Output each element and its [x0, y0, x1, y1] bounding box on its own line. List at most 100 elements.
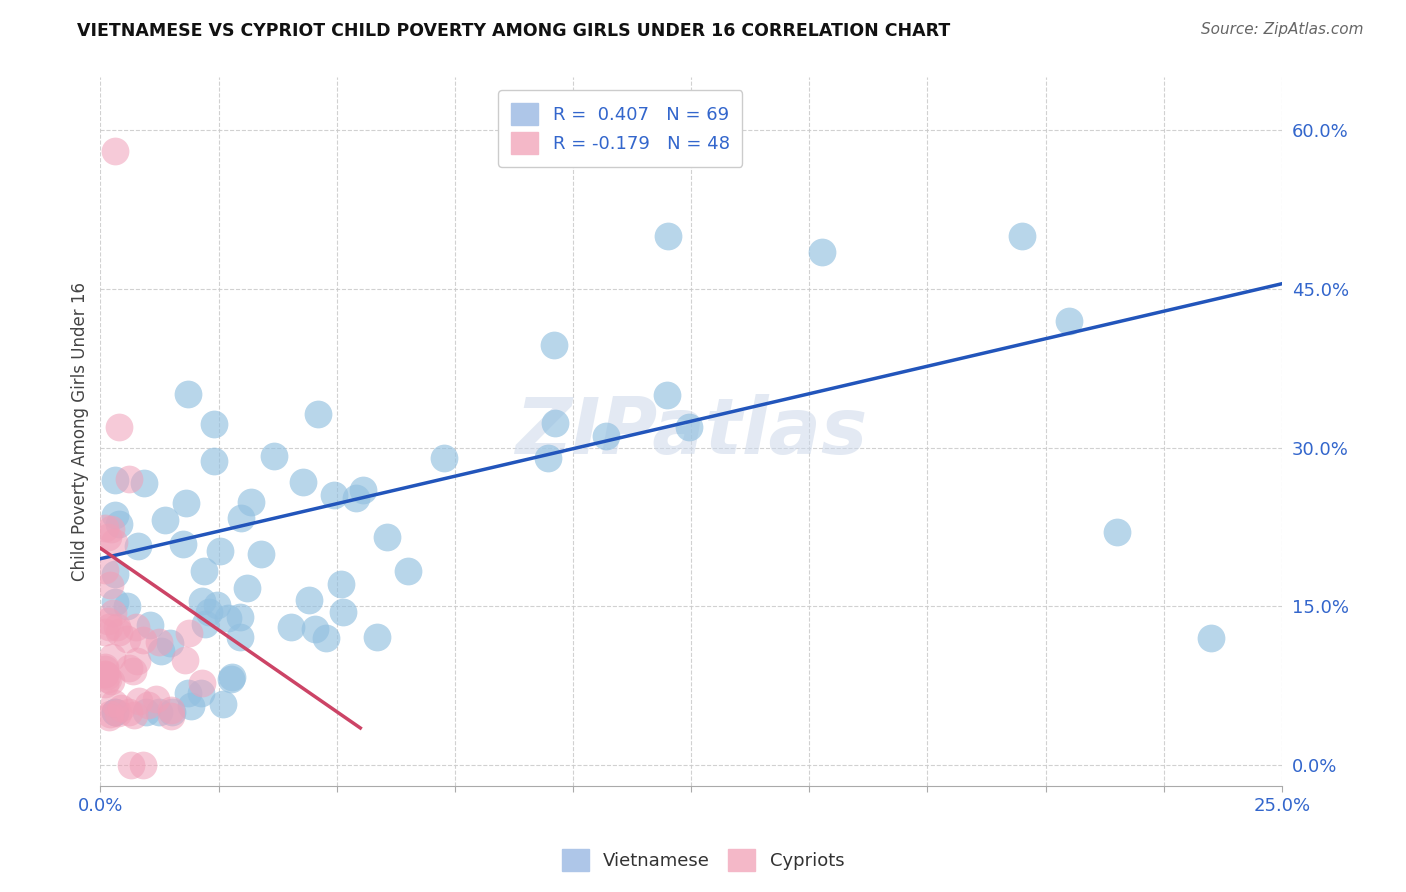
- Point: [160, 703, 183, 717]
- Point: [94, 677, 117, 691]
- Point: [1105, 525, 1128, 540]
- Point: [160, 709, 183, 723]
- Point: [94, 521, 117, 535]
- Point: [657, 229, 679, 244]
- Point: [103, 145, 125, 159]
- Point: [235, 582, 257, 596]
- Point: [177, 625, 200, 640]
- Point: [103, 535, 125, 549]
- Point: [208, 544, 231, 558]
- Point: [120, 758, 142, 772]
- Point: [94, 662, 117, 676]
- Point: [107, 706, 129, 720]
- Point: [173, 653, 195, 667]
- Point: [159, 636, 181, 650]
- Point: [127, 539, 149, 553]
- Point: [101, 650, 124, 665]
- Point: [329, 577, 352, 591]
- Point: [212, 697, 235, 711]
- Point: [103, 508, 125, 522]
- Point: [280, 620, 302, 634]
- Point: [543, 338, 565, 352]
- Point: [221, 670, 243, 684]
- Point: [94, 624, 117, 639]
- Point: [94, 660, 117, 674]
- Point: [190, 686, 212, 700]
- Point: [103, 705, 125, 719]
- Point: [117, 599, 139, 614]
- Point: [352, 483, 374, 497]
- Point: [107, 620, 129, 634]
- Point: [136, 698, 159, 713]
- Point: [135, 705, 157, 719]
- Point: [291, 475, 314, 489]
- Point: [315, 631, 337, 645]
- Point: [263, 449, 285, 463]
- Point: [98, 706, 121, 721]
- Point: [94, 667, 117, 681]
- Point: [177, 386, 200, 401]
- Point: [100, 673, 122, 688]
- Point: [1059, 314, 1081, 328]
- Point: [101, 606, 124, 620]
- Point: [139, 618, 162, 632]
- Point: [202, 453, 225, 467]
- Point: [108, 419, 131, 434]
- Point: [193, 565, 215, 579]
- Point: [177, 686, 200, 700]
- Point: [148, 705, 170, 719]
- Point: [544, 416, 567, 430]
- Point: [107, 516, 129, 531]
- Point: [202, 417, 225, 432]
- Point: [122, 708, 145, 723]
- Point: [678, 420, 700, 434]
- Point: [148, 635, 170, 649]
- Point: [217, 611, 239, 625]
- Point: [145, 692, 167, 706]
- Point: [132, 476, 155, 491]
- Point: [323, 487, 346, 501]
- Point: [250, 547, 273, 561]
- Point: [811, 245, 834, 260]
- Point: [118, 472, 141, 486]
- Point: [118, 706, 141, 720]
- Point: [132, 632, 155, 647]
- Point: [433, 450, 456, 465]
- Point: [221, 673, 243, 687]
- Point: [229, 630, 252, 644]
- Point: [205, 599, 228, 613]
- Point: [153, 513, 176, 527]
- Point: [124, 620, 146, 634]
- Point: [172, 537, 194, 551]
- Y-axis label: Child Poverty Among Girls Under 16: Child Poverty Among Girls Under 16: [72, 282, 89, 582]
- Point: [229, 609, 252, 624]
- Legend: R =  0.407   N = 69, R = -0.179   N = 48: R = 0.407 N = 69, R = -0.179 N = 48: [498, 90, 742, 167]
- Point: [128, 694, 150, 708]
- Text: Source: ZipAtlas.com: Source: ZipAtlas.com: [1201, 22, 1364, 37]
- Point: [103, 595, 125, 609]
- Point: [307, 407, 329, 421]
- Point: [97, 619, 120, 633]
- Point: [191, 675, 214, 690]
- Point: [198, 605, 221, 619]
- Point: [304, 622, 326, 636]
- Text: VIETNAMESE VS CYPRIOT CHILD POVERTY AMONG GIRLS UNDER 16 CORRELATION CHART: VIETNAMESE VS CYPRIOT CHILD POVERTY AMON…: [77, 22, 950, 40]
- Point: [100, 578, 122, 592]
- Point: [110, 701, 132, 715]
- Point: [298, 593, 321, 607]
- Point: [97, 672, 120, 686]
- Point: [96, 669, 118, 683]
- Point: [1011, 229, 1033, 244]
- Point: [194, 617, 217, 632]
- Point: [121, 664, 143, 678]
- Legend: Vietnamese, Cypriots: Vietnamese, Cypriots: [554, 842, 852, 879]
- Point: [94, 563, 117, 577]
- Point: [537, 451, 560, 466]
- Point: [97, 530, 120, 544]
- Point: [1199, 631, 1222, 645]
- Point: [180, 698, 202, 713]
- Point: [366, 630, 388, 644]
- Point: [332, 605, 354, 619]
- Point: [108, 624, 131, 639]
- Point: [657, 388, 679, 402]
